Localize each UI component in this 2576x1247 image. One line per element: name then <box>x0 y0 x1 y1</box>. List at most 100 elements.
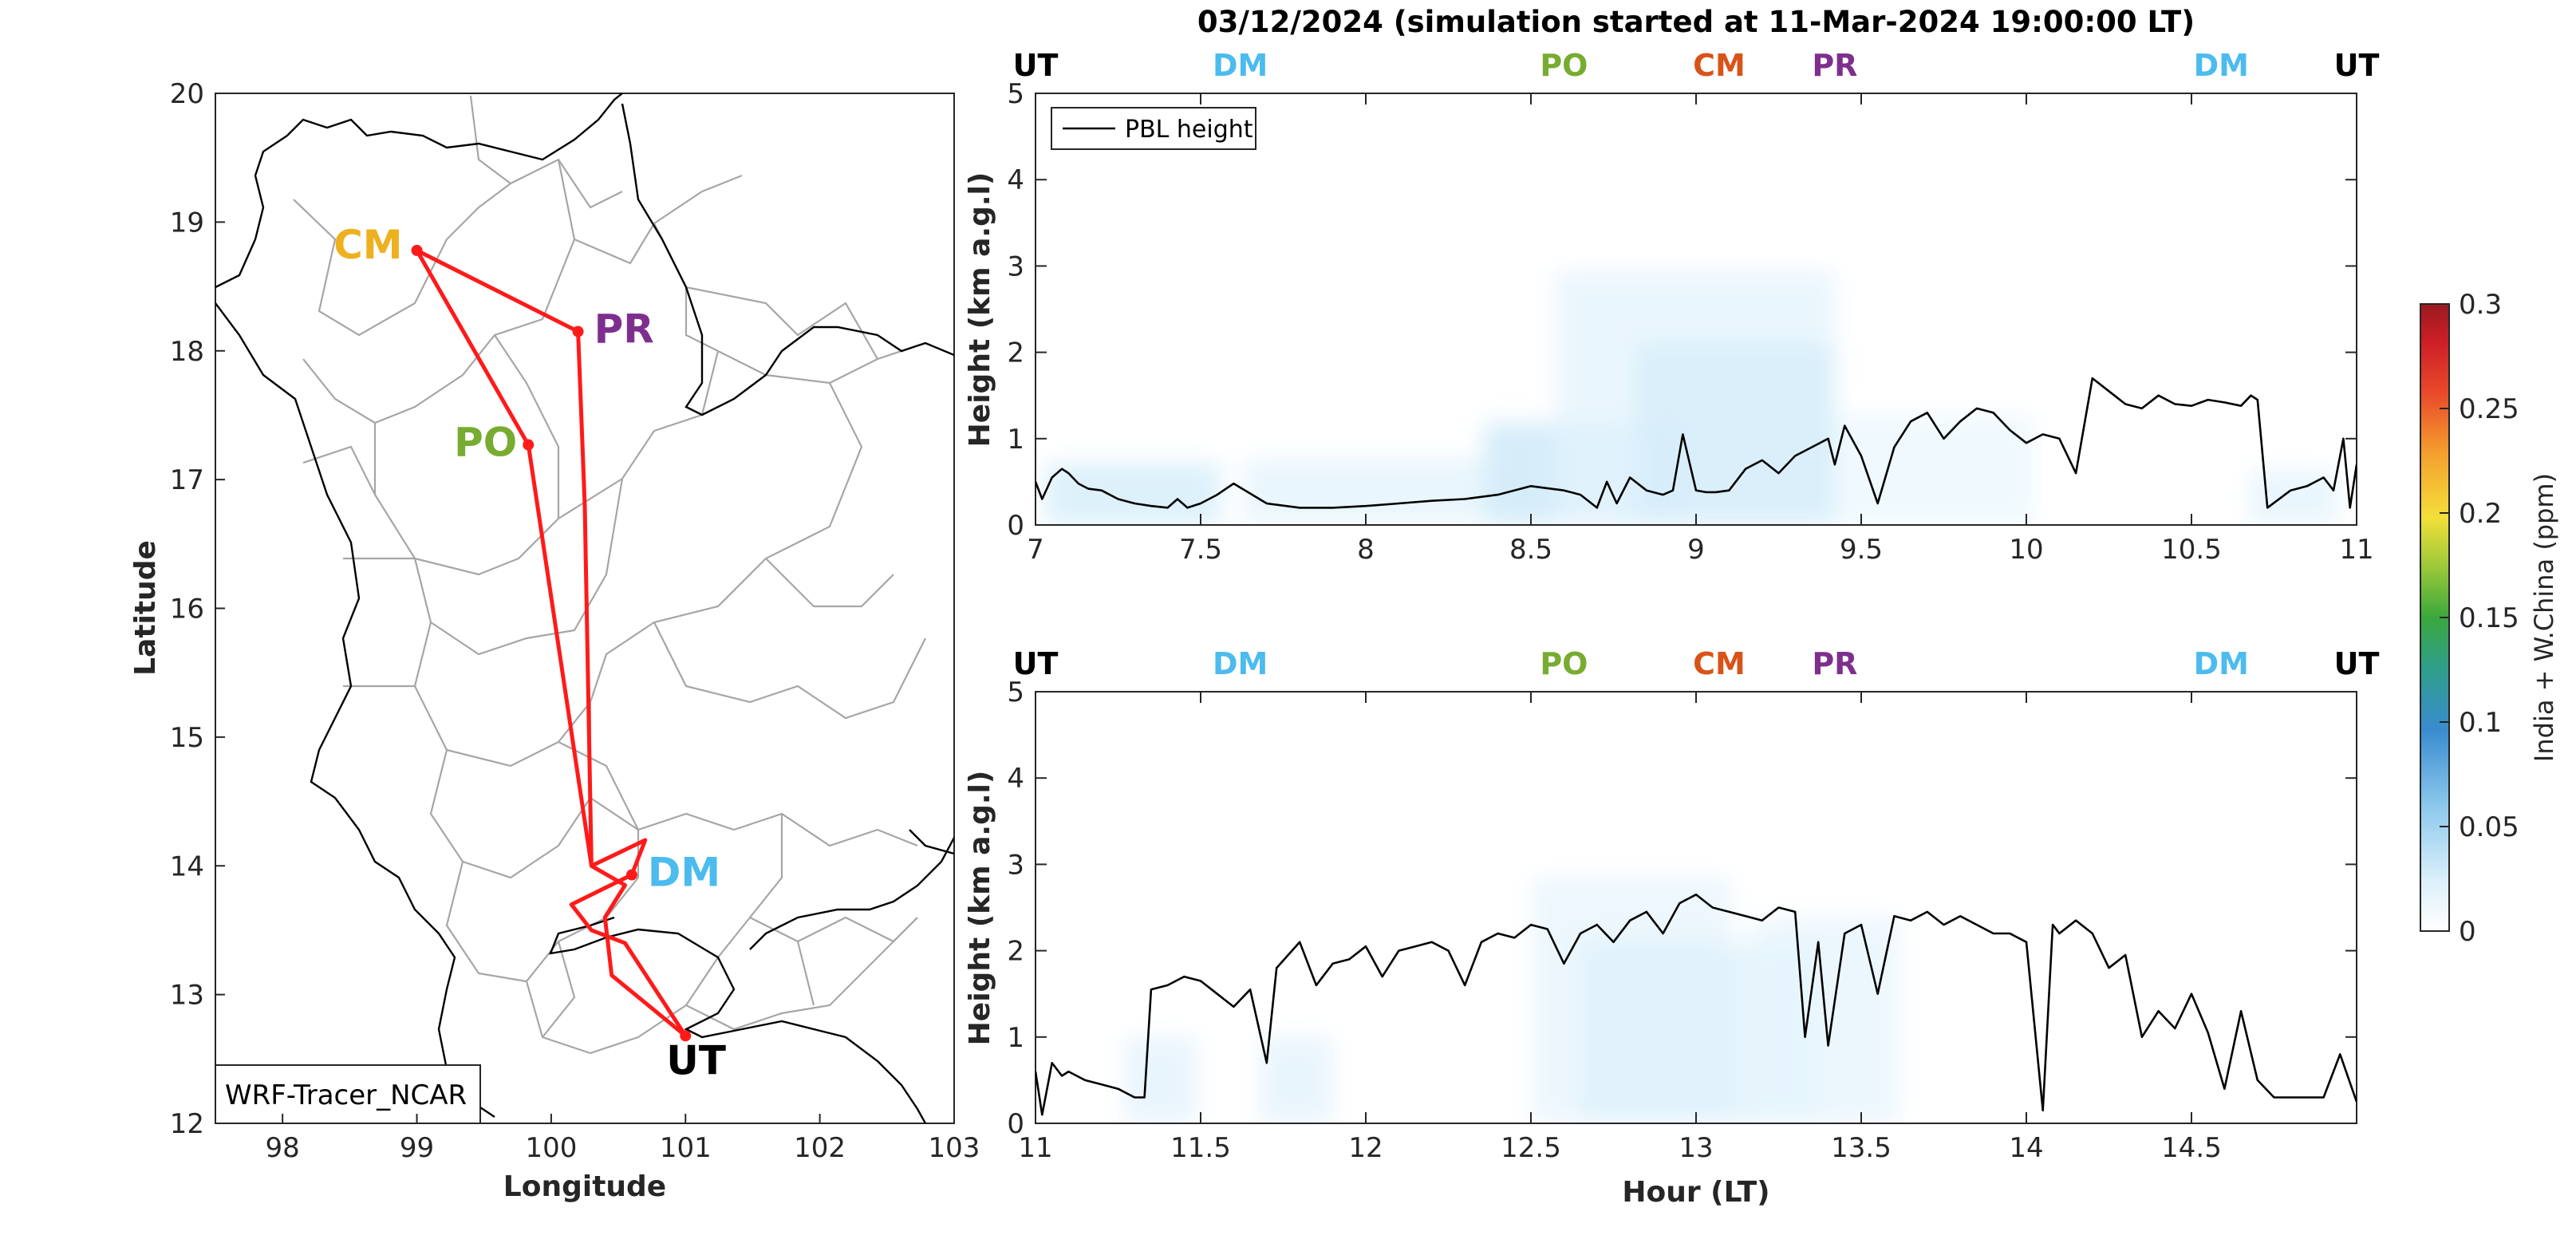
y-tick-label: 4 <box>1007 763 1024 795</box>
x-tick-label: 11 <box>1018 1132 1052 1164</box>
tracer-field-bottom <box>1125 878 1899 1123</box>
map-site-label-po: PO <box>454 420 517 466</box>
map-x-tick-label: 102 <box>794 1132 846 1164</box>
x-tick-label: 9 <box>1687 534 1705 566</box>
site-mark-pr: PR <box>1812 48 1857 83</box>
x-tick-label: 7 <box>1027 534 1044 566</box>
y-tick-label: 4 <box>1007 164 1024 196</box>
x-tick-label: 12.5 <box>1501 1132 1561 1164</box>
site-marker-dm <box>625 869 637 881</box>
map-site-label-pr: PR <box>594 306 654 353</box>
site-mark-cm: CM <box>1693 48 1746 83</box>
colorbar-tick-label: 0.1 <box>2459 707 2502 739</box>
site-mark-pr: PR <box>1812 646 1857 681</box>
site-mark-ut: UT <box>1013 48 1059 83</box>
site-mark-dm: DM <box>1213 646 1268 681</box>
colorbar-tick-label: 0.05 <box>2459 811 2519 843</box>
y-tick-label: 0 <box>1007 1108 1024 1140</box>
map-y-tick-label: 20 <box>170 78 204 110</box>
map-x-tick-label: 98 <box>266 1132 300 1164</box>
map-y-tick-label: 16 <box>170 594 204 625</box>
map-y-tick-label: 17 <box>170 464 204 496</box>
map-boundaries <box>215 93 954 1123</box>
bottom-site-marks: UT DM PO CM PR DM UT <box>1013 646 2380 681</box>
x-tick-label: 13 <box>1679 1132 1713 1164</box>
colorbar-tick-label: 0.2 <box>2459 498 2502 530</box>
bottom-y-label: Height (km a.g.l) <box>964 771 996 1046</box>
x-tick-label: 11.5 <box>1170 1132 1231 1164</box>
site-marker-pr <box>572 326 584 337</box>
y-tick-label: 1 <box>1007 424 1024 456</box>
top-y-label: Height (km a.g.l) <box>964 172 996 448</box>
y-tick-label: 5 <box>1007 78 1024 110</box>
map-site-label-ut: UT <box>666 1037 726 1083</box>
site-mark-dm: DM <box>2194 48 2249 83</box>
colorbar-tick-label: 0 <box>2459 916 2476 948</box>
colorbar-label: India + W.China (ppm) <box>2529 473 2559 762</box>
flight-track <box>415 248 688 1038</box>
map-y-tick-label: 14 <box>170 850 204 882</box>
x-tick-label: 10.5 <box>2161 534 2222 566</box>
site-mark-ut: UT <box>2334 48 2380 83</box>
map-site-label-cm: CM <box>333 222 402 268</box>
province-borders <box>293 95 926 1055</box>
map-x-tick-label: 101 <box>660 1132 712 1164</box>
map-x-label: Longitude <box>503 1170 666 1203</box>
colorbar-ticks: 0 0.05 0.1 0.15 0.2 0.25 0.3 <box>2440 289 2519 948</box>
map-x-tick-label: 103 <box>929 1132 980 1164</box>
site-mark-po: PO <box>1540 48 1588 83</box>
site-marker-ut <box>680 1030 692 1042</box>
map-x-tick-label: 100 <box>525 1132 577 1164</box>
map-legend-text: WRF-Tracer_NCAR <box>225 1079 467 1111</box>
map-legend-box <box>215 1064 481 1124</box>
figure-title: 03/12/2024 (simulation started at 11-Mar… <box>1197 5 2195 39</box>
site-mark-dm: DM <box>1213 48 1268 83</box>
y-tick-label: 2 <box>1007 337 1024 369</box>
legend-label: PBL height <box>1125 116 1253 144</box>
x-tick-label: 9.5 <box>1840 534 1883 566</box>
map-y-tick-label: 13 <box>170 980 204 1012</box>
colorbar-tick-label: 0.25 <box>2459 393 2519 425</box>
x-tick-label: 7.5 <box>1179 534 1222 566</box>
map-x-tick-label: 99 <box>400 1132 434 1164</box>
map-y-tick-label: 19 <box>170 207 204 239</box>
bottom-x-label: Hour (LT) <box>1622 1176 1769 1209</box>
top-ticks: 7 7.5 8 8.5 9 9.5 10 10.5 11 0 1 2 3 4 5 <box>1007 78 2373 566</box>
x-tick-label: 14 <box>2009 1132 2043 1164</box>
site-mark-ut: UT <box>2334 646 2380 681</box>
site-mark-po: PO <box>1540 646 1588 681</box>
x-tick-label: 10 <box>2009 534 2043 566</box>
map-y-tick-label: 12 <box>170 1108 204 1140</box>
site-mark-ut: UT <box>1013 646 1059 681</box>
y-tick-label: 2 <box>1007 936 1024 968</box>
map-x-ticks: 98 99 100 101 102 103 <box>266 1114 980 1164</box>
y-tick-label: 1 <box>1007 1022 1024 1054</box>
map-panel: CM PR PO DM UT WRF-Tracer_NCAR 98 99 100 101 102… <box>129 78 980 1203</box>
x-tick-label: 8 <box>1357 534 1375 566</box>
y-tick-label: 0 <box>1007 510 1024 542</box>
colorbar-tick-label: 0.15 <box>2459 602 2519 634</box>
map-y-label: Latitude <box>129 540 162 676</box>
x-tick-label: 13.5 <box>1831 1132 1892 1164</box>
pbl-height-line-top <box>1036 377 2357 509</box>
map-site-label-dm: DM <box>648 850 720 896</box>
x-tick-label: 12 <box>1348 1132 1383 1164</box>
y-tick-label: 5 <box>1007 677 1024 708</box>
colorbar-tick-label: 0.3 <box>2459 289 2502 321</box>
colorbar: 0 0.05 0.1 0.15 0.2 0.25 0.3 India + W.China (… <box>2420 289 2559 948</box>
y-tick-label: 3 <box>1007 251 1024 282</box>
x-tick-label: 11 <box>2339 534 2373 566</box>
site-marker-po <box>523 439 535 451</box>
site-mark-dm: DM <box>2194 646 2249 681</box>
y-tick-label: 3 <box>1007 849 1024 881</box>
top-site-marks: UT DM PO CM PR DM UT <box>1013 48 2380 83</box>
site-mark-cm: CM <box>1693 646 1746 681</box>
site-marker-cm <box>411 244 423 256</box>
map-y-tick-label: 15 <box>170 722 204 754</box>
map-sites: CM PR PO DM UT <box>333 222 726 1083</box>
country-border <box>215 93 954 1123</box>
